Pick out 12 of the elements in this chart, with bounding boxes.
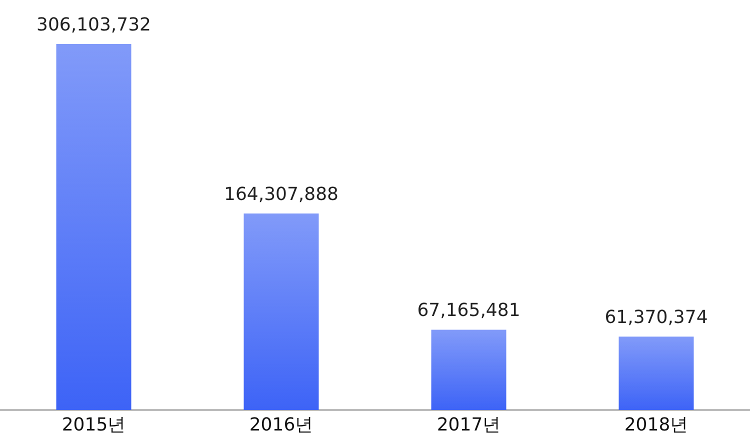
x-tick-label: 2018년 [624, 414, 688, 436]
bar [618, 336, 694, 410]
data-label: 67,165,481 [417, 300, 520, 322]
x-tick-label: 2015년 [62, 414, 126, 436]
bar [56, 44, 132, 410]
data-label: 164,307,888 [224, 184, 339, 206]
bar [431, 330, 506, 410]
bar [244, 214, 319, 410]
data-label: 306,103,732 [36, 14, 152, 36]
x-tick-label: 2017년 [436, 414, 501, 436]
x-tick-label: 2016년 [249, 414, 314, 436]
data-label: 61,370,374 [604, 307, 708, 328]
